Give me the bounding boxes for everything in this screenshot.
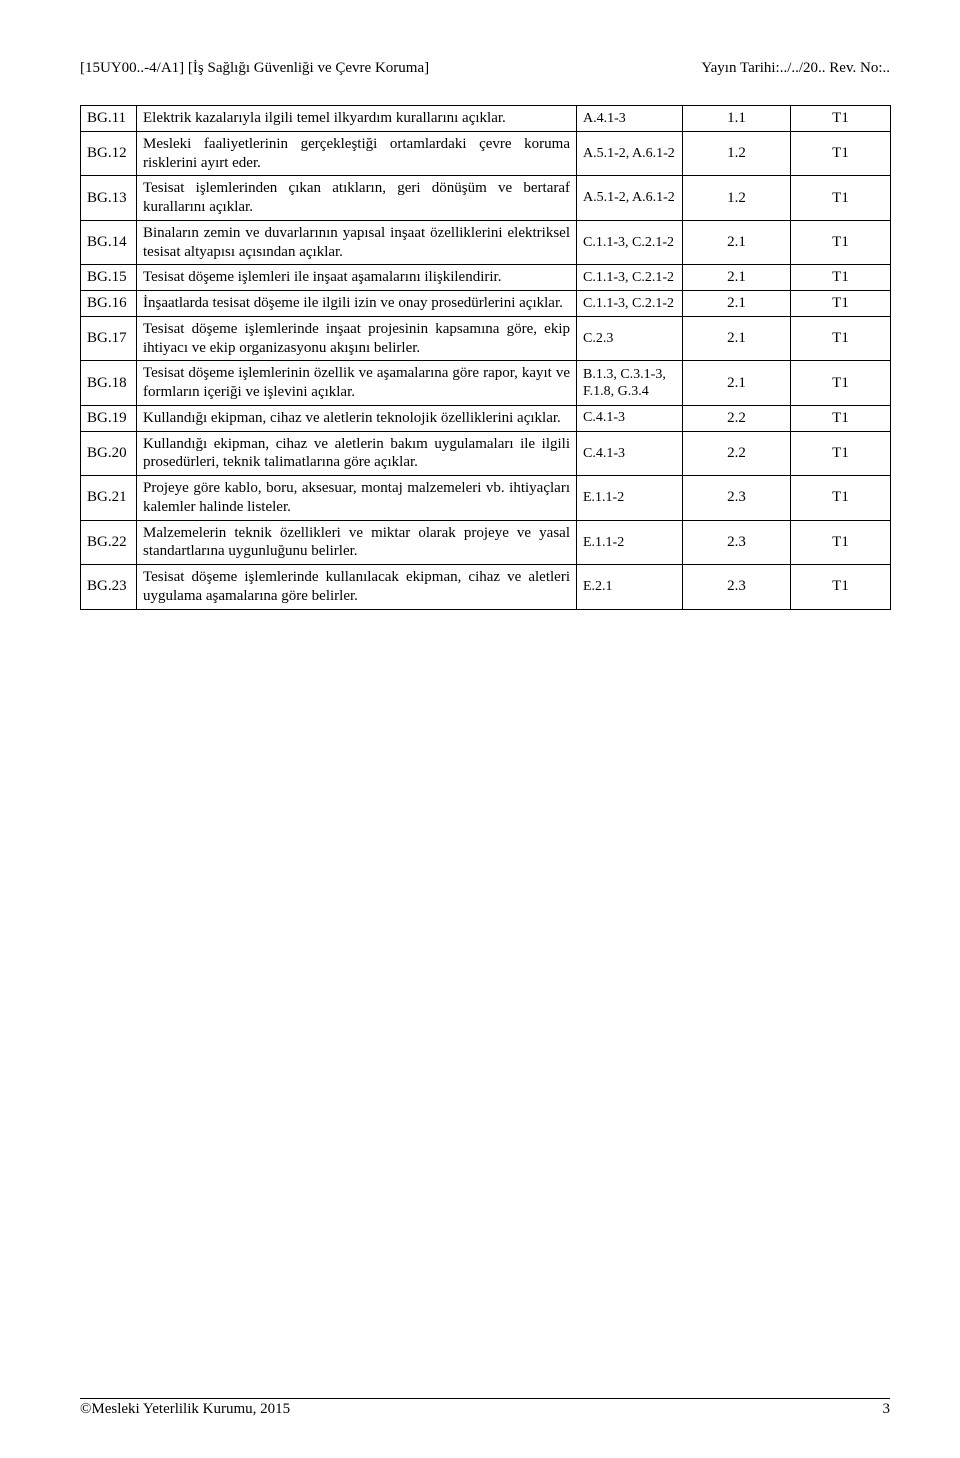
row-method: T1 bbox=[791, 131, 891, 176]
row-reference: E.2.1 bbox=[577, 565, 683, 610]
footer-page-number: 3 bbox=[883, 1401, 891, 1418]
row-level: 2.1 bbox=[683, 316, 791, 361]
table-row: BG.17Tesisat döşeme işlemlerinde inşaat … bbox=[81, 316, 891, 361]
criteria-table: BG.11Elektrik kazalarıyla ilgili temel i… bbox=[80, 105, 891, 610]
table-row: BG.13Tesisat işlemlerinden çıkan atıklar… bbox=[81, 176, 891, 221]
row-method: T1 bbox=[791, 405, 891, 431]
page-footer: ©Mesleki Yeterlilik Kurumu, 2015 3 bbox=[80, 1398, 890, 1418]
row-code: BG.11 bbox=[81, 106, 137, 132]
row-level: 2.1 bbox=[683, 265, 791, 291]
row-code: BG.18 bbox=[81, 361, 137, 406]
row-reference: C.1.1-3, C.2.1-2 bbox=[577, 220, 683, 265]
page-header: [15UY00..-4/A1] [İş Sağlığı Güvenliği ve… bbox=[80, 60, 890, 77]
row-method: T1 bbox=[791, 520, 891, 565]
row-method: T1 bbox=[791, 476, 891, 521]
row-reference: C.4.1-3 bbox=[577, 405, 683, 431]
row-description: Tesisat döşeme işlemlerinin özellik ve a… bbox=[137, 361, 577, 406]
row-method: T1 bbox=[791, 291, 891, 317]
row-code: BG.19 bbox=[81, 405, 137, 431]
row-reference: C.1.1-3, C.2.1-2 bbox=[577, 265, 683, 291]
row-level: 2.3 bbox=[683, 476, 791, 521]
row-level: 2.1 bbox=[683, 361, 791, 406]
row-level: 2.2 bbox=[683, 405, 791, 431]
row-code: BG.21 bbox=[81, 476, 137, 521]
row-reference: C.1.1-3, C.2.1-2 bbox=[577, 291, 683, 317]
row-description: Elektrik kazalarıyla ilgili temel ilkyar… bbox=[137, 106, 577, 132]
row-description: Projeye göre kablo, boru, aksesuar, mont… bbox=[137, 476, 577, 521]
row-level: 2.1 bbox=[683, 220, 791, 265]
row-description: Tesisat döşeme işlemleri ile inşaat aşam… bbox=[137, 265, 577, 291]
row-reference: A.4.1-3 bbox=[577, 106, 683, 132]
row-description: Kullandığı ekipman, cihaz ve aletlerin t… bbox=[137, 405, 577, 431]
row-reference: E.1.1-2 bbox=[577, 520, 683, 565]
table-row: BG.18Tesisat döşeme işlemlerinin özellik… bbox=[81, 361, 891, 406]
row-description: İnşaatlarda tesisat döşeme ile ilgili iz… bbox=[137, 291, 577, 317]
row-code: BG.13 bbox=[81, 176, 137, 221]
table-row: BG.21Projeye göre kablo, boru, aksesuar,… bbox=[81, 476, 891, 521]
table-row: BG.22Malzemelerin teknik özellikleri ve … bbox=[81, 520, 891, 565]
row-description: Binaların zemin ve duvarlarının yapısal … bbox=[137, 220, 577, 265]
footer-left: ©Mesleki Yeterlilik Kurumu, 2015 bbox=[80, 1401, 290, 1418]
row-method: T1 bbox=[791, 316, 891, 361]
row-reference: A.5.1-2, A.6.1-2 bbox=[577, 131, 683, 176]
row-method: T1 bbox=[791, 176, 891, 221]
row-method: T1 bbox=[791, 361, 891, 406]
row-reference: B.1.3, C.3.1-3, F.1.8, G.3.4 bbox=[577, 361, 683, 406]
row-reference: C.2.3 bbox=[577, 316, 683, 361]
row-code: BG.14 bbox=[81, 220, 137, 265]
row-level: 2.3 bbox=[683, 520, 791, 565]
row-description: Tesisat döşeme işlemlerinde inşaat proje… bbox=[137, 316, 577, 361]
row-method: T1 bbox=[791, 431, 891, 476]
row-description: Mesleki faaliyetlerinin gerçekleştiği or… bbox=[137, 131, 577, 176]
row-description: Malzemelerin teknik özellikleri ve mikta… bbox=[137, 520, 577, 565]
table-row: BG.16İnşaatlarda tesisat döşeme ile ilgi… bbox=[81, 291, 891, 317]
row-code: BG.15 bbox=[81, 265, 137, 291]
row-level: 2.2 bbox=[683, 431, 791, 476]
row-code: BG.20 bbox=[81, 431, 137, 476]
row-method: T1 bbox=[791, 220, 891, 265]
table-row: BG.12Mesleki faaliyetlerinin gerçekleşti… bbox=[81, 131, 891, 176]
row-level: 1.2 bbox=[683, 176, 791, 221]
row-level: 2.1 bbox=[683, 291, 791, 317]
table-row: BG.19Kullandığı ekipman, cihaz ve aletle… bbox=[81, 405, 891, 431]
row-description: Tesisat işlemlerinden çıkan atıkların, g… bbox=[137, 176, 577, 221]
row-code: BG.16 bbox=[81, 291, 137, 317]
row-method: T1 bbox=[791, 565, 891, 610]
row-method: T1 bbox=[791, 106, 891, 132]
row-description: Kullandığı ekipman, cihaz ve aletlerin b… bbox=[137, 431, 577, 476]
row-reference: E.1.1-2 bbox=[577, 476, 683, 521]
row-code: BG.23 bbox=[81, 565, 137, 610]
row-code: BG.12 bbox=[81, 131, 137, 176]
row-level: 1.1 bbox=[683, 106, 791, 132]
row-level: 2.3 bbox=[683, 565, 791, 610]
row-level: 1.2 bbox=[683, 131, 791, 176]
header-left: [15UY00..-4/A1] [İş Sağlığı Güvenliği ve… bbox=[80, 60, 429, 77]
header-right: Yayın Tarihi:../../20.. Rev. No:.. bbox=[701, 60, 890, 77]
row-reference: C.4.1-3 bbox=[577, 431, 683, 476]
table-row: BG.15Tesisat döşeme işlemleri ile inşaat… bbox=[81, 265, 891, 291]
table-row: BG.11Elektrik kazalarıyla ilgili temel i… bbox=[81, 106, 891, 132]
row-method: T1 bbox=[791, 265, 891, 291]
row-code: BG.22 bbox=[81, 520, 137, 565]
row-code: BG.17 bbox=[81, 316, 137, 361]
table-row: BG.23Tesisat döşeme işlemlerinde kullanı… bbox=[81, 565, 891, 610]
table-row: BG.14Binaların zemin ve duvarlarının yap… bbox=[81, 220, 891, 265]
row-description: Tesisat döşeme işlemlerinde kullanılacak… bbox=[137, 565, 577, 610]
row-reference: A.5.1-2, A.6.1-2 bbox=[577, 176, 683, 221]
table-row: BG.20Kullandığı ekipman, cihaz ve aletle… bbox=[81, 431, 891, 476]
